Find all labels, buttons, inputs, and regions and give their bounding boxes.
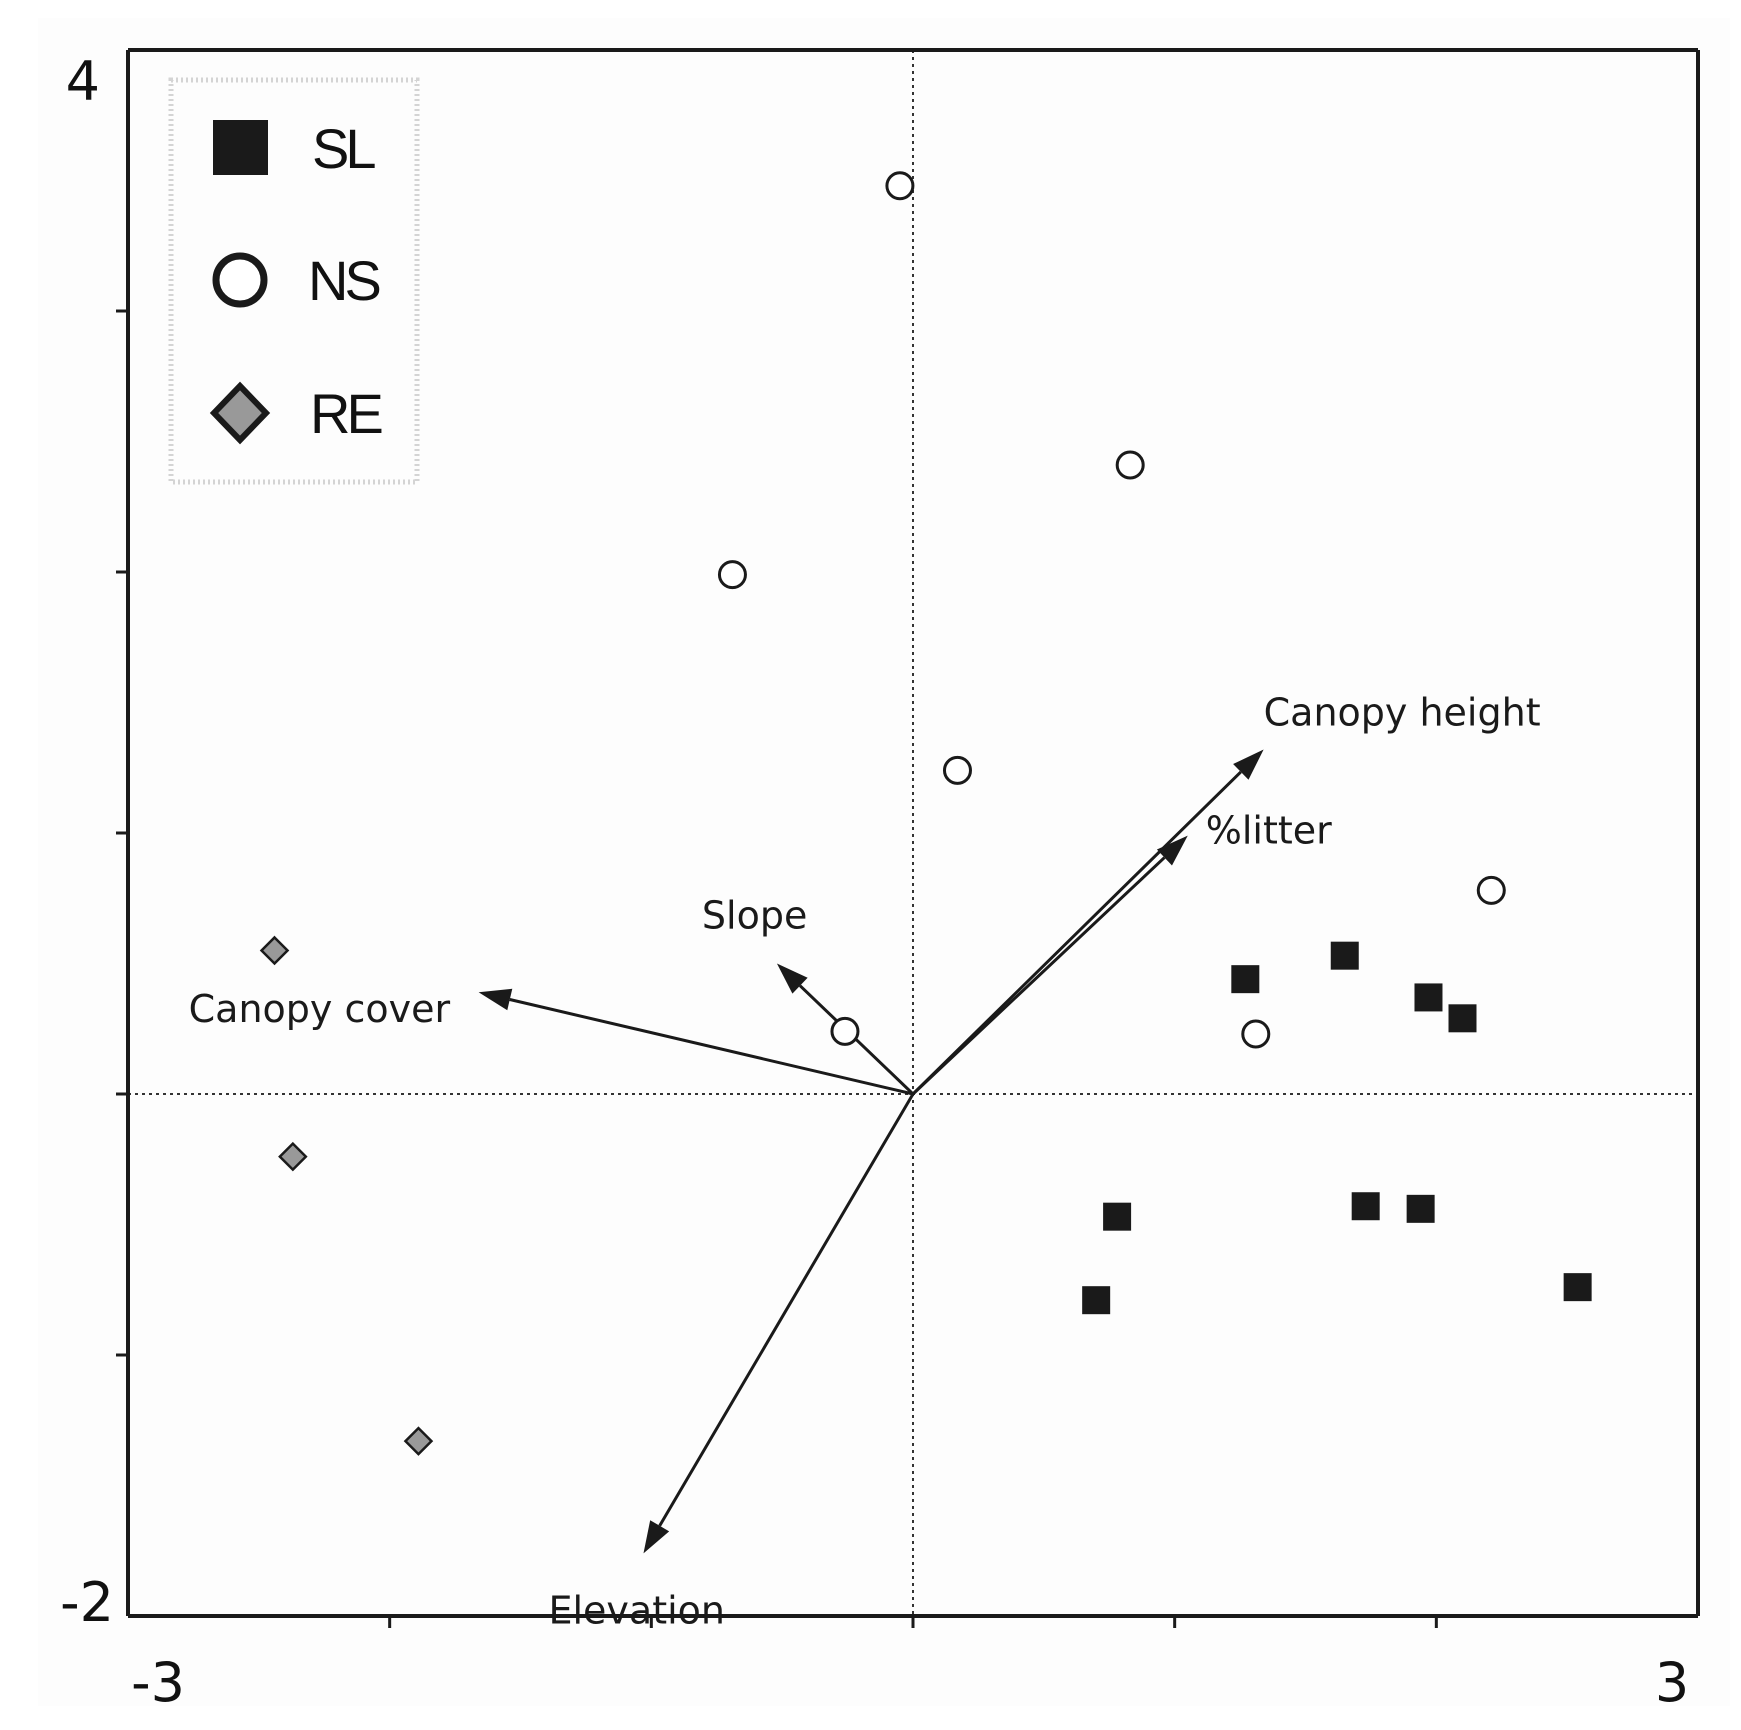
legend-label-sl: SL bbox=[312, 117, 375, 180]
vector-arrowhead bbox=[776, 963, 808, 994]
axis-ticks bbox=[116, 309, 1438, 1628]
x-tick-label-max: 3 bbox=[1655, 1651, 1689, 1714]
legend-label-ns: NS bbox=[308, 249, 379, 312]
point-ns bbox=[1115, 450, 1145, 480]
point-ns bbox=[1241, 1019, 1271, 1049]
vector-arrowhead bbox=[643, 1520, 670, 1554]
sample-points bbox=[259, 171, 1592, 1456]
point-ns bbox=[885, 171, 915, 201]
point-ns bbox=[1476, 875, 1506, 905]
legend-frame bbox=[168, 77, 420, 485]
point-sl bbox=[1448, 1004, 1477, 1033]
point-sl bbox=[1231, 965, 1260, 994]
vector-arrowhead bbox=[478, 988, 513, 1011]
point-sl bbox=[1082, 1286, 1111, 1315]
point-re bbox=[278, 1141, 308, 1172]
legend: SL NS RE bbox=[168, 77, 420, 485]
vector-line bbox=[509, 998, 914, 1096]
vector-line bbox=[658, 1093, 915, 1527]
point-ns bbox=[717, 560, 747, 590]
point-sl bbox=[1351, 1192, 1380, 1221]
y-tick-label-max: 4 bbox=[66, 50, 100, 113]
vector-line bbox=[911, 770, 1242, 1096]
point-sl bbox=[1406, 1194, 1435, 1223]
point-sl bbox=[1414, 983, 1443, 1012]
legend-marker-re bbox=[209, 381, 271, 445]
vector-label: Canopy height bbox=[1264, 690, 1541, 734]
vector-line bbox=[911, 856, 1166, 1096]
point-ns bbox=[830, 1016, 860, 1046]
vector-arrowhead bbox=[1233, 749, 1264, 780]
point-sl bbox=[1103, 1202, 1132, 1231]
vector-label: Canopy cover bbox=[189, 987, 451, 1031]
tick-labels: 4 -2 -3 3 bbox=[60, 50, 1689, 1714]
legend-label-re: RE bbox=[310, 382, 381, 445]
vector-label: Elevation bbox=[548, 1588, 725, 1632]
legend-marker-sl bbox=[213, 120, 268, 175]
plot-panel bbox=[38, 18, 1730, 1706]
legend-marker-ns bbox=[212, 252, 268, 308]
vector-label: Slope bbox=[702, 894, 807, 938]
vector-label: %litter bbox=[1206, 809, 1332, 853]
environmental-vectors: Canopy height %litter Slope Canopy cover Ele… bbox=[189, 690, 1541, 1632]
y-tick-label-min: -2 bbox=[60, 1571, 114, 1634]
point-ns bbox=[942, 755, 972, 785]
point-sl bbox=[1563, 1273, 1592, 1302]
vector-arrowhead bbox=[1156, 835, 1188, 866]
point-re bbox=[259, 935, 290, 966]
point-re bbox=[403, 1426, 434, 1456]
point-sl bbox=[1330, 941, 1359, 970]
x-tick-label-min: -3 bbox=[131, 1651, 185, 1714]
